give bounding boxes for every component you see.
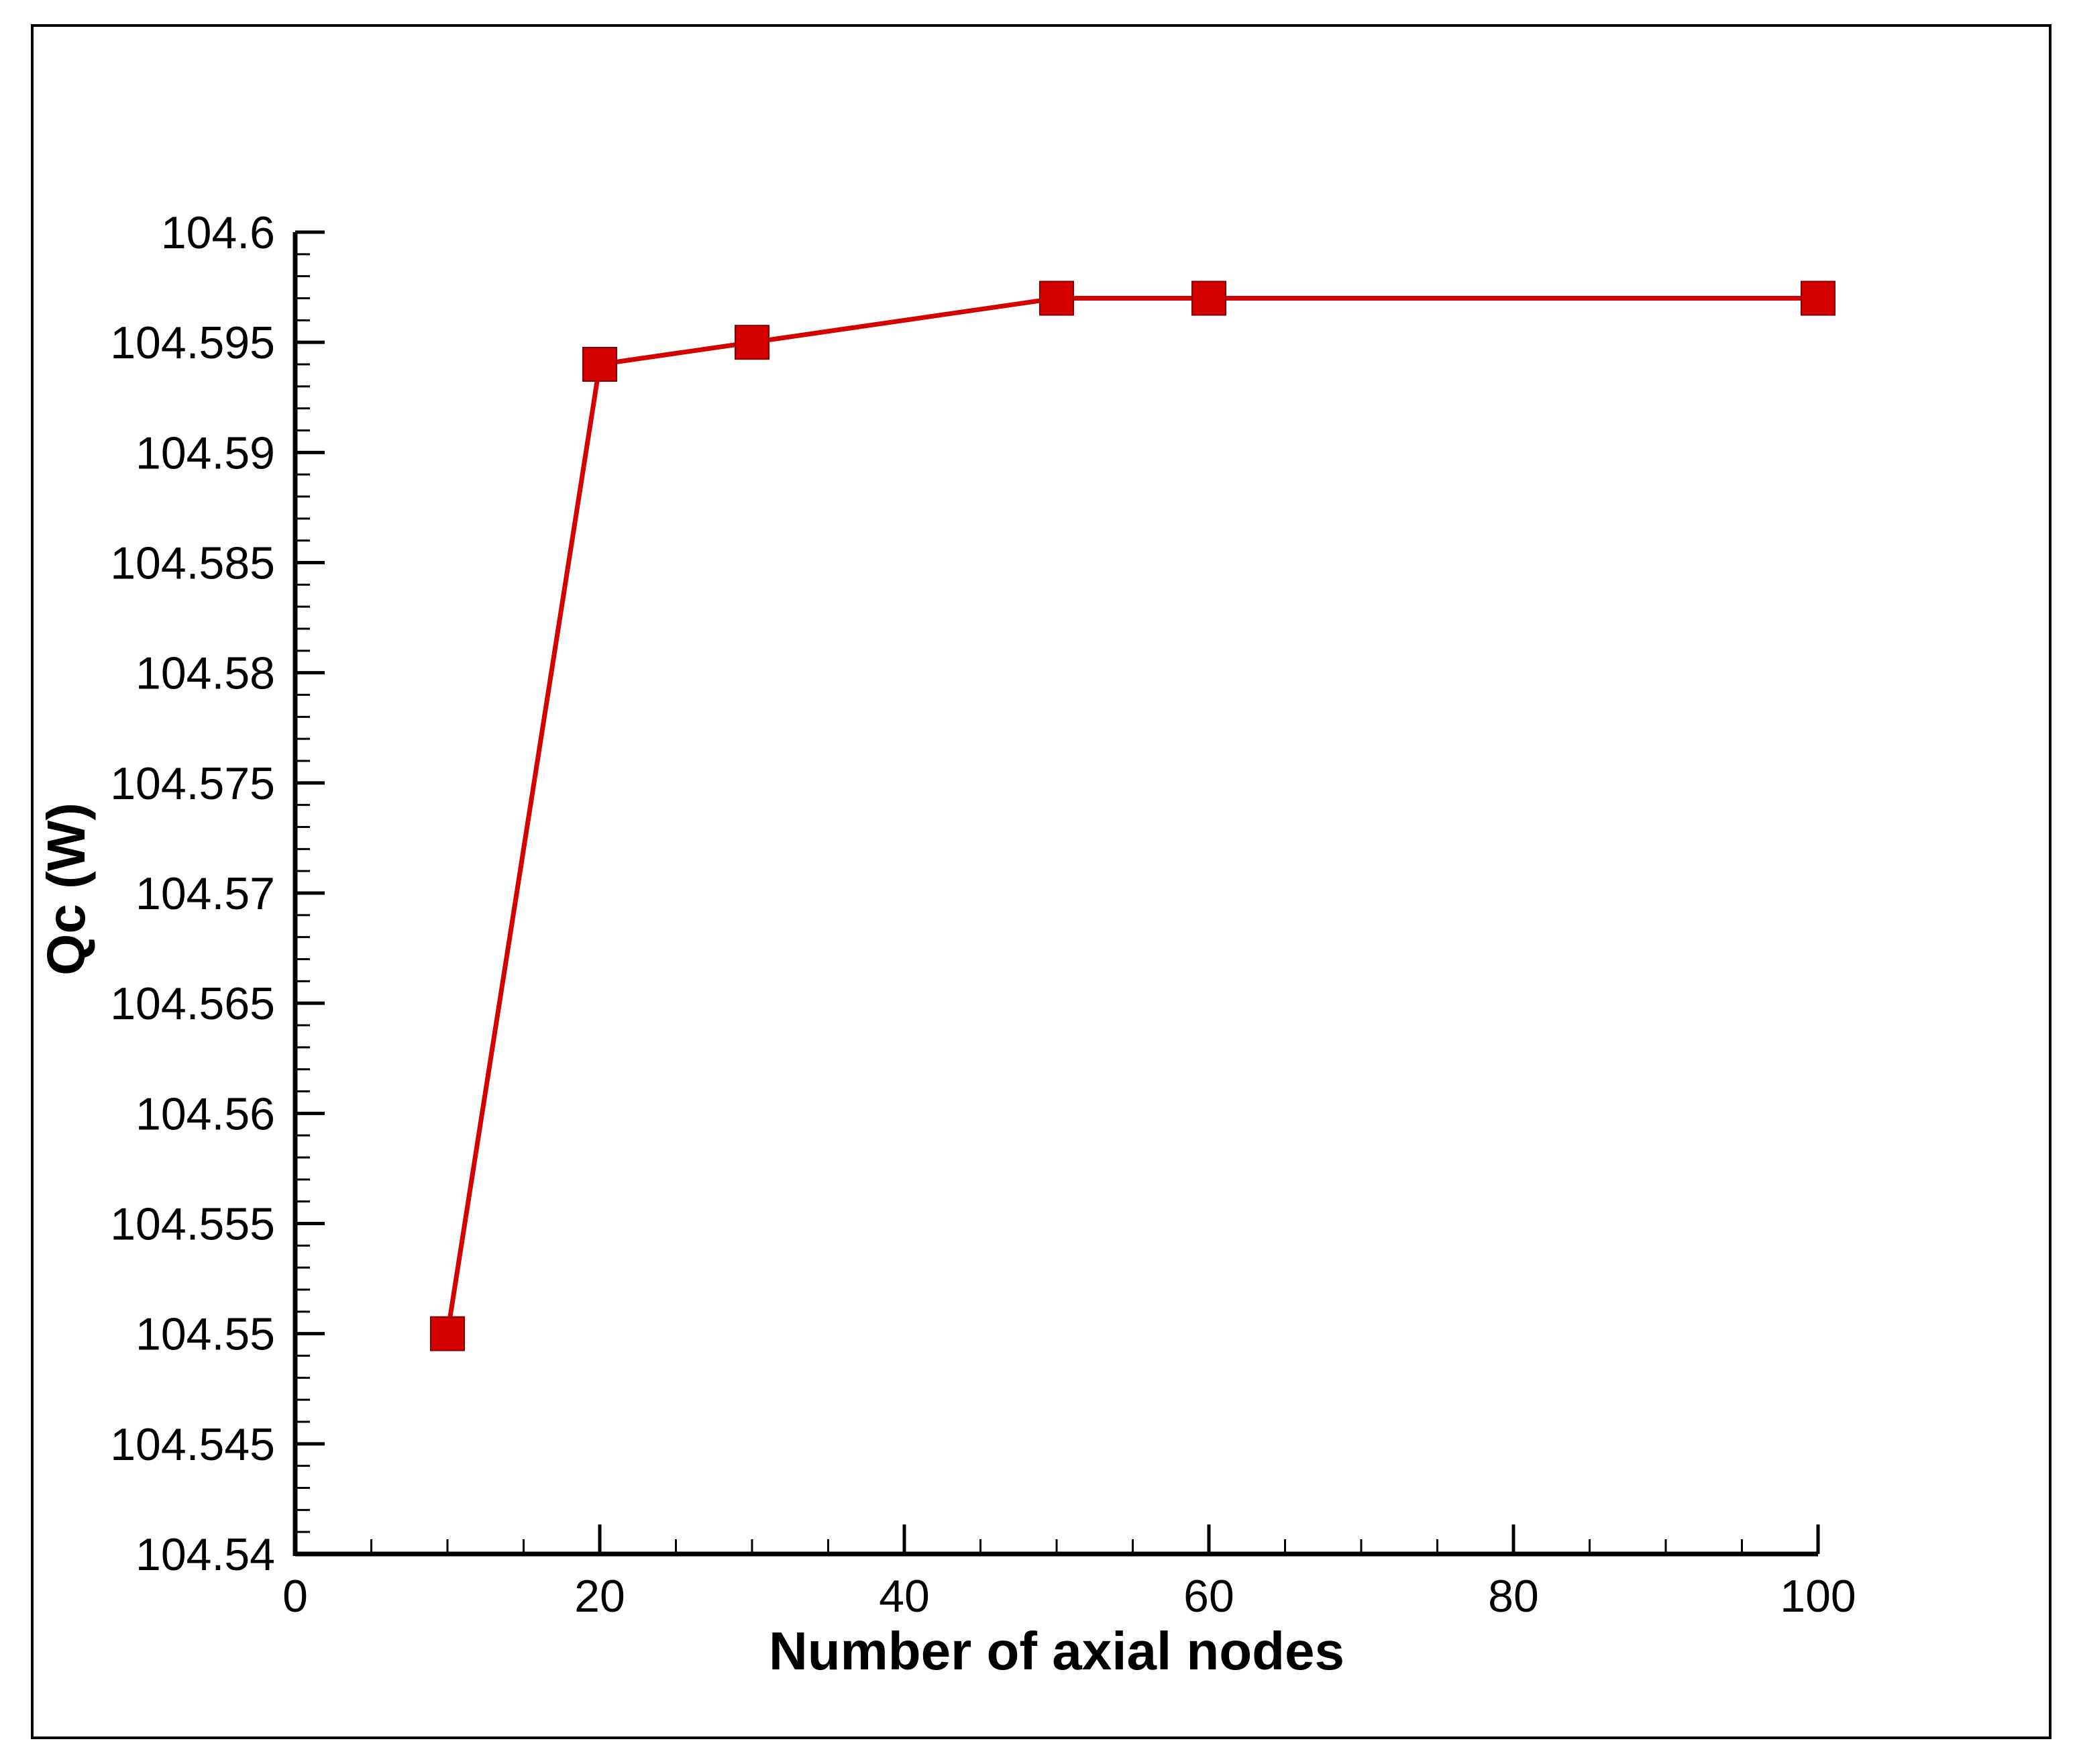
y-axis-title: Qc (W) xyxy=(36,802,96,976)
y-tick-label: 104.595 xyxy=(110,317,275,368)
x-tick-label: 60 xyxy=(1183,1571,1234,1622)
data-point-marker xyxy=(1191,280,1226,316)
y-tick-label: 104.59 xyxy=(136,427,275,478)
y-tick-label: 104.575 xyxy=(110,758,275,809)
y-tick-label: 104.56 xyxy=(136,1088,275,1139)
x-tick-label: 100 xyxy=(1780,1571,1856,1622)
x-tick-label: 20 xyxy=(574,1571,625,1622)
data-point-marker xyxy=(1801,280,1835,316)
x-tick-label: 80 xyxy=(1488,1571,1539,1622)
y-tick-label: 104.57 xyxy=(136,868,275,919)
data-point-marker xyxy=(1039,280,1074,316)
y-tick-label: 104.585 xyxy=(110,538,275,589)
y-tick-label: 104.54 xyxy=(136,1529,275,1580)
series-layer xyxy=(430,280,1835,1351)
y-tick-label: 104.58 xyxy=(136,648,275,699)
data-point-marker xyxy=(430,1316,465,1351)
y-tick-label: 104.6 xyxy=(161,207,275,258)
x-tick-label: 0 xyxy=(282,1571,308,1622)
x-axis-title: Number of axial nodes xyxy=(769,1621,1344,1681)
data-point-marker xyxy=(735,325,769,360)
y-tick-label: 104.555 xyxy=(110,1199,275,1250)
series-line xyxy=(445,296,1818,1335)
axes-layer: 0 20 40 60 80 100 104.54 104.545 104.55 104.555 10… xyxy=(110,207,1856,1622)
data-point-marker xyxy=(582,347,617,382)
y-tick-label: 104.565 xyxy=(110,978,275,1029)
x-tick-label: 40 xyxy=(879,1571,930,1622)
y-tick-label: 104.55 xyxy=(136,1309,275,1360)
y-tick-label: 104.545 xyxy=(110,1419,275,1470)
